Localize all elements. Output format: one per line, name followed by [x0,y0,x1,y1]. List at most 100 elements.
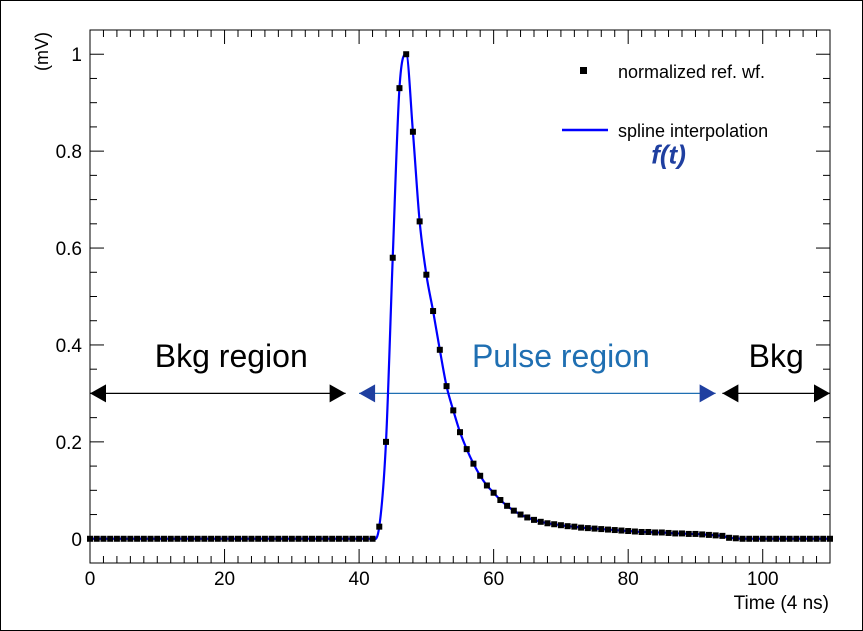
legend-label-line: spline interpolation [618,121,768,141]
pulse-region-arrow-head-left [359,384,376,403]
data-point [208,535,215,542]
data-point [705,531,712,538]
annotation-text: Pulse region [472,338,650,374]
data-point [658,529,665,536]
data-point [611,527,618,534]
data-point [645,528,652,535]
data-point [100,535,107,542]
data-point [335,535,342,542]
data-point [409,128,416,135]
data-point [288,535,295,542]
data-point [510,507,517,514]
data-point [544,520,551,527]
data-point [396,85,403,92]
data-point [732,535,739,542]
data-point [779,535,786,542]
data-point [147,535,154,542]
data-point [679,530,685,537]
data-point [766,535,773,542]
data-point [537,518,544,525]
data-point [436,346,443,353]
data-point [221,535,228,542]
data-point [591,525,598,532]
data-point [389,254,396,261]
data-point [564,523,571,530]
data-point [255,535,262,542]
data-point [140,535,147,542]
data-point [827,535,833,542]
data-point [712,532,719,539]
annotation-text: f(t) [651,139,686,169]
data-point [248,535,255,542]
data-point [551,521,558,528]
pulse-region-arrow-head-right [699,384,716,403]
data-point [383,438,389,445]
data-point [504,502,511,509]
data-point [524,514,531,521]
x-axis-label: Time (4 ns) [734,593,829,614]
data-point [605,526,611,533]
x-tick-label: 60 [483,569,504,590]
data-point [773,535,780,542]
data-point [800,535,807,542]
data-point [497,497,504,504]
bkg-right-arrow-head-right [814,384,830,403]
data-point [362,535,369,542]
y-tick-label: 0.2 [56,433,82,454]
data-point [416,218,423,225]
bkg-right-arrow-head-left [722,384,739,403]
data-point [692,530,699,537]
y-axis: 0 0.2 0.4 0.6 0.8 1 [56,45,830,564]
x-tick-label: 80 [618,569,639,590]
data-point [127,535,134,542]
data-point [423,271,430,278]
data-point [786,535,793,542]
data-point [457,429,463,436]
data-point [813,535,820,542]
data-point [369,535,376,542]
data-point [403,51,410,58]
data-point [598,526,605,533]
data-point [107,535,114,542]
data-point [753,535,759,542]
y-tick-label: 0.8 [56,142,82,163]
data-point [201,535,208,542]
data-point [806,535,813,542]
data-point [113,535,120,542]
data-point [309,535,315,542]
data-point [120,535,127,542]
region-arrows [90,384,830,403]
data-point [181,535,188,542]
data-point [322,535,329,542]
data-point [87,535,93,542]
x-tick-label: 20 [214,569,235,590]
data-point [631,528,638,535]
data-point [275,535,282,542]
data-point [167,535,174,542]
data-point [356,535,363,542]
data-point [295,535,302,542]
x-tick-label: 100 [747,569,779,590]
data-point [652,529,659,536]
data-point [557,522,564,529]
data-point [672,530,679,537]
data-point [685,530,692,537]
data-point [531,516,537,523]
data-point [268,535,275,542]
data-point [430,308,437,315]
data-point [571,523,578,530]
legend: normalized ref. wf. spline interpolation [562,62,768,141]
data-point [625,528,632,535]
data-point [665,529,672,536]
data-point [517,511,524,518]
data-point [315,535,322,542]
data-point [820,535,827,542]
data-point [349,535,356,542]
data-point [93,535,100,542]
data-point [793,535,800,542]
data-point [329,535,336,542]
data-point [154,535,161,542]
data-point [187,535,194,542]
